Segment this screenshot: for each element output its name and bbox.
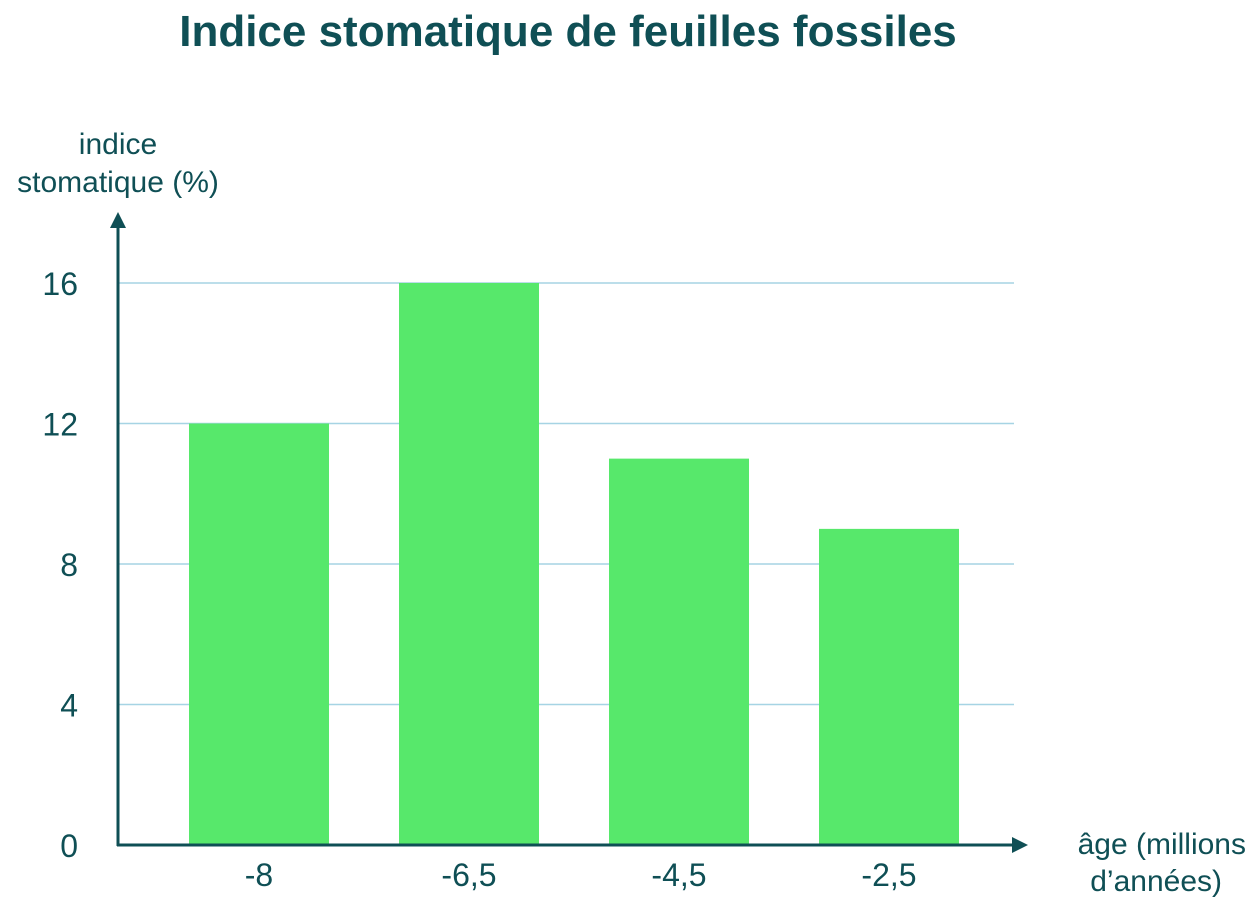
y-tick-label: 16 xyxy=(42,266,78,302)
bar xyxy=(609,458,749,845)
y-axis-label-line-2: stomatique (%) xyxy=(17,166,219,199)
axes xyxy=(110,212,1028,853)
y-tick-labels: 0 4 8 12 16 xyxy=(42,266,78,864)
y-tick-label: 8 xyxy=(60,547,78,583)
bar xyxy=(819,528,959,845)
y-tick-label: 12 xyxy=(42,407,78,443)
chart-title: Indice stomatique de feuilles fossiles xyxy=(179,7,957,56)
y-tick-label: 4 xyxy=(60,688,78,724)
bar xyxy=(399,283,539,845)
y-axis-label-line-1: indice xyxy=(79,128,157,161)
x-tick-label: -4,5 xyxy=(651,857,706,893)
x-tick-labels: -8 -6,5 -4,5 -2,5 xyxy=(245,857,917,893)
y-axis-arrow-icon xyxy=(110,212,126,228)
x-tick-label: -6,5 xyxy=(441,857,496,893)
x-axis-arrow-icon xyxy=(1012,837,1028,853)
x-tick-label: -8 xyxy=(245,857,273,893)
x-tick-label: -2,5 xyxy=(861,857,916,893)
x-axis-label-line-2: d’années) xyxy=(1090,865,1222,898)
y-tick-label: 0 xyxy=(60,828,78,864)
x-axis-label-line-1: âge (millions xyxy=(1078,828,1246,861)
bars xyxy=(189,283,959,845)
bar xyxy=(189,423,329,845)
